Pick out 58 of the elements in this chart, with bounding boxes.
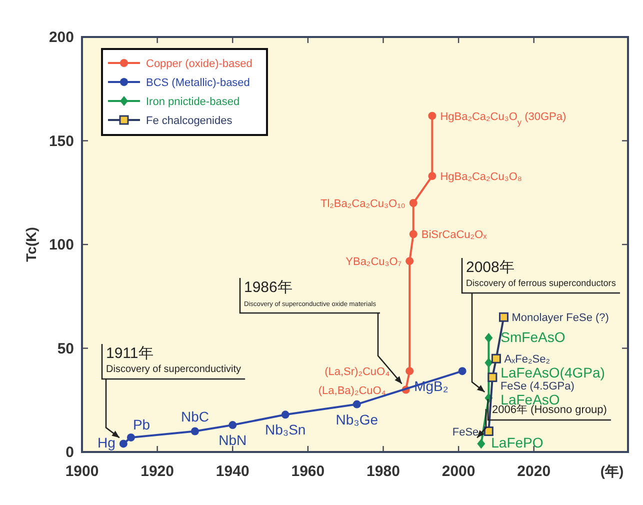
- data-label: LaFeAsO(4GPa): [500, 364, 605, 381]
- data-label: Hg: [98, 434, 116, 451]
- data-label: Nb₃Sn: [264, 422, 306, 438]
- point: [488, 372, 498, 382]
- point: [409, 199, 418, 207]
- x-tick-label: 1920: [140, 463, 174, 480]
- legend-label: BCS (Metallic)-based: [146, 77, 250, 89]
- data-label: AₓFe₂Se₂: [504, 354, 550, 366]
- data-label: (La,Sr)₂CuO₄: [324, 366, 390, 378]
- point: [406, 257, 414, 266]
- point: [281, 410, 290, 419]
- point: [228, 421, 237, 430]
- data-label: SmFeAsO: [500, 328, 566, 345]
- point: [484, 426, 494, 436]
- x-tick-label: 1960: [291, 463, 325, 480]
- data-label: LaFePO: [491, 434, 544, 451]
- point: [484, 332, 493, 343]
- point: [126, 433, 135, 442]
- x-axis-title: (年): [600, 463, 624, 479]
- data-label: NbN: [218, 432, 247, 448]
- legend-label: Fe chalcogenides: [146, 115, 233, 127]
- x-tick-label: 2000: [442, 463, 476, 480]
- annotation: 1911年 Discovery of superconductivity: [106, 345, 242, 375]
- data-label: Monolayer FeSe (?): [512, 312, 609, 324]
- data-label: Tl₂Ba₂Ca₂Cu₃O₁₀: [320, 198, 406, 210]
- legend-label: Iron pnictide-based: [146, 96, 240, 108]
- data-label: Nb₃Ge: [336, 411, 378, 428]
- x-tick-label: 1980: [366, 463, 400, 480]
- y-tick-label: 50: [57, 340, 74, 358]
- data-label: Pb: [132, 416, 150, 432]
- point: [352, 400, 361, 408]
- y-tick-label: 0: [66, 444, 74, 461]
- legend-label: Copper (oxide)-based: [146, 58, 252, 70]
- y-tick-label: 150: [48, 132, 74, 150]
- data-label: BiSrCaCu₂Oₓ: [421, 229, 488, 242]
- data-label: (La,Ba)₂CuO₄: [318, 384, 386, 397]
- point: [428, 172, 436, 180]
- point: [498, 312, 508, 322]
- point: [484, 358, 493, 368]
- x-tick-label: 2020: [517, 463, 551, 480]
- point: [406, 367, 414, 376]
- point: [491, 354, 501, 364]
- point: [458, 367, 466, 376]
- x-tick-label: 1940: [216, 463, 250, 480]
- y-tick-label: 200: [48, 29, 74, 46]
- point: [409, 230, 418, 238]
- data-label: FeSe: [452, 426, 479, 438]
- data-label: NbC: [180, 408, 209, 424]
- point: [428, 112, 436, 120]
- point: [477, 438, 486, 449]
- point: [119, 440, 128, 448]
- annotation: 2008年 Discovery of ferrous superconductors: [466, 259, 616, 288]
- y-tick-label: 100: [48, 236, 74, 254]
- y-axis-title: Tc(K): [23, 227, 39, 262]
- x-tick-label: 1900: [65, 463, 99, 480]
- data-label: YBa₂Cu₃O₇: [346, 256, 402, 268]
- point: [190, 427, 199, 436]
- data-label: HgBa₂Ca₂Cu₃O₈: [440, 171, 522, 184]
